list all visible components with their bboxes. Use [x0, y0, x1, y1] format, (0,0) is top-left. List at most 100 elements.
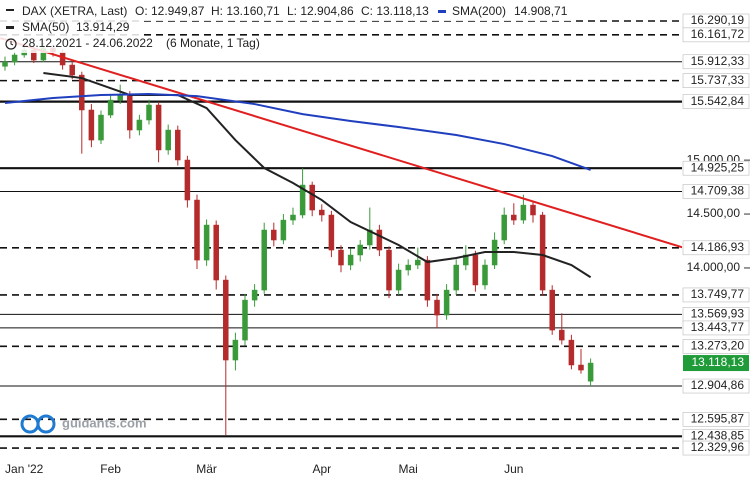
legend-swatch: [6, 26, 14, 29]
level-label-box: [682, 440, 750, 456]
legend-period: (6 Monate, 1 Tag): [166, 36, 260, 50]
y-tick-label: 14.000,00: [687, 260, 741, 274]
plot-area: [0, 20, 682, 449]
legend-ohlc: H: 13.160,71: [211, 4, 280, 18]
level-label: 13.749,77: [691, 287, 745, 301]
legend-bg: [0, 21, 140, 53]
candle-body: [165, 129, 171, 151]
legend-ohlc: C: 13.118,13: [361, 4, 429, 18]
x-tick-label: Jan '22: [5, 462, 44, 476]
level-label-box: [682, 27, 750, 43]
candle-body: [79, 74, 85, 111]
candle-body: [376, 229, 383, 251]
candle-body: [501, 214, 507, 241]
level-label-box: [682, 184, 750, 199]
last-price-label: 13.118,13: [692, 355, 745, 369]
level-label-box: [682, 54, 750, 70]
candle-body: [453, 264, 459, 291]
candle-body: [309, 184, 315, 211]
candle-body: [299, 184, 306, 216]
level-label-box: [682, 287, 750, 303]
level-label: 14.925,25: [691, 160, 745, 174]
x-tick-label: Jun: [504, 462, 523, 476]
candle-body: [319, 209, 325, 216]
candle-body: [213, 224, 219, 281]
candle-body: [415, 259, 421, 266]
sma-line: [43, 72, 592, 279]
candle-body: [136, 119, 143, 131]
legend-range: 28.12.2021 - 24.06.2022: [22, 36, 153, 50]
level-label: 16.161,72: [691, 27, 745, 41]
candle-body: [203, 224, 210, 261]
level-label-box: [682, 160, 750, 176]
legend-series-value: 14.908,71: [514, 4, 568, 18]
legend-series-name: SMA(200): [452, 4, 506, 18]
candle-body: [587, 362, 594, 382]
level-label-box: [682, 412, 750, 427]
x-tick-label: Mai: [399, 462, 418, 476]
level-label-box: [682, 378, 750, 394]
candle-body: [511, 214, 517, 221]
candle-body: [107, 99, 114, 116]
legend-swatch: [438, 10, 446, 13]
legend-series-name: SMA(50): [22, 20, 69, 34]
legend-ohlc: O: 12.949,87: [135, 4, 205, 18]
candle-body: [482, 264, 488, 286]
level-label-box: [682, 73, 750, 88]
candle-body: [520, 204, 527, 221]
level-label: 14.709,38: [691, 184, 745, 198]
level-label: 12.904,86: [691, 378, 745, 392]
legend-bg: [0, 3, 575, 21]
candle-body: [357, 244, 363, 256]
level-label: 13.569,93: [691, 307, 745, 321]
candle-body: [424, 259, 431, 301]
candle-body: [242, 299, 248, 341]
candle-body: [395, 269, 402, 291]
candle-body: [472, 254, 479, 286]
candle-body: [261, 229, 267, 291]
level-label: 13.273,20: [691, 338, 745, 352]
candle-body: [386, 249, 392, 291]
candle-body: [530, 204, 536, 216]
candle-body: [578, 364, 584, 371]
x-tick-label: Mär: [196, 462, 217, 476]
sma-line: [4, 93, 591, 171]
candle-body: [568, 339, 575, 366]
trendline: [0, 37, 750, 270]
candle-body: [271, 229, 277, 241]
clock-icon: [5, 38, 17, 50]
level-label-box: [682, 339, 750, 354]
candle-body: [2, 61, 8, 67]
candle-body: [223, 279, 229, 361]
candle-body: [232, 339, 239, 361]
candle-body: [559, 329, 565, 341]
level-label: 15.737,33: [691, 73, 745, 87]
level-label: 14.186,93: [691, 240, 745, 254]
level-label: 12.329,96: [691, 440, 745, 454]
legend-icon: [6, 9, 14, 11]
candle-body: [88, 109, 95, 141]
candle-body: [338, 249, 344, 266]
candle-body: [328, 214, 335, 251]
candle-body: [290, 214, 296, 221]
level-label: 12.438,85: [691, 428, 745, 442]
candle-body: [146, 104, 152, 121]
candle-body: [539, 214, 546, 291]
candle-body: [184, 159, 191, 201]
legend-ohlc: L: 12.904,86: [287, 4, 354, 18]
x-tick-label: Apr: [312, 462, 331, 476]
level-label: 13.443,77: [691, 320, 745, 334]
x-tick-label: Feb: [100, 462, 121, 476]
level-label: 16.290,19: [691, 13, 745, 27]
candle-body: [175, 129, 181, 161]
candle-body: [155, 104, 162, 151]
candle-body: [194, 199, 200, 261]
level-label-box: [682, 320, 750, 336]
candle-body: [69, 64, 75, 76]
candle-body: [11, 54, 18, 63]
clock-hand: [10, 41, 14, 46]
candle-body: [549, 289, 555, 331]
level-label: 12.595,87: [691, 412, 745, 426]
watermark: guidants.com: [62, 415, 147, 430]
